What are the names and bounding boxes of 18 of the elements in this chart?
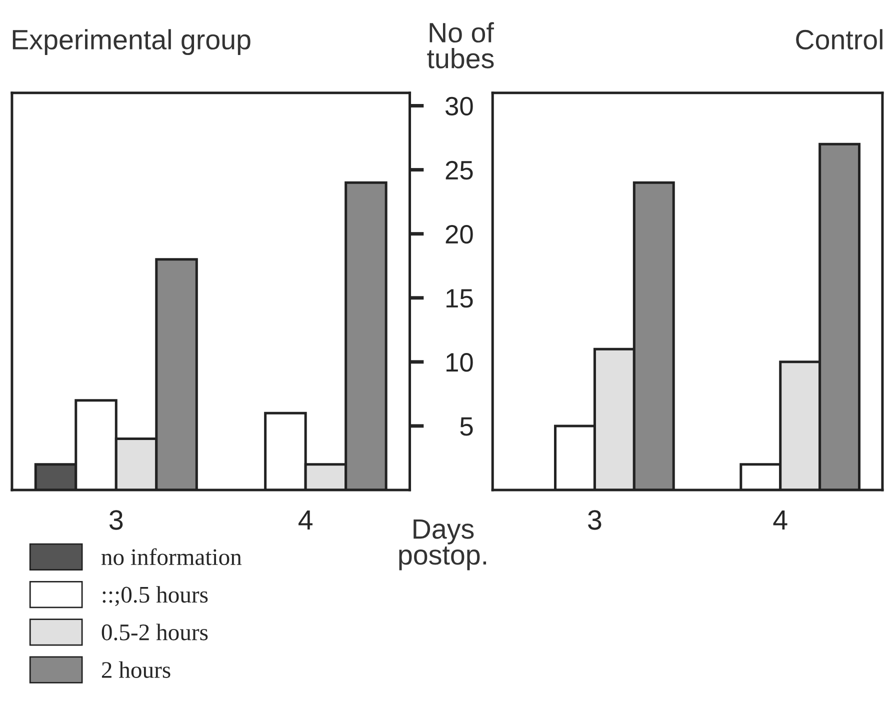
- y-tick-label: 15: [446, 289, 473, 308]
- legend-label: ::;0.5 hours: [102, 586, 208, 606]
- y-tick-label: 10: [446, 353, 473, 372]
- x-tick-label: 4: [298, 510, 312, 530]
- y-tick-label: 5: [460, 417, 473, 436]
- legend-label: 2 hours: [102, 661, 170, 678]
- x-tick-label: 4: [773, 510, 788, 530]
- chart-title: Experimental group: [12, 29, 250, 56]
- y-tick-label: 30: [446, 96, 473, 116]
- y-tick-label: 20: [446, 224, 473, 244]
- legend-label: 0.5-2 hours: [102, 624, 208, 640]
- legend-label: no information: [101, 548, 242, 566]
- y-tick-label: 25: [446, 160, 473, 180]
- chart-title: Control: [796, 29, 882, 50]
- x-tick-label: 3: [109, 510, 123, 530]
- x-tick-label: 3: [588, 510, 602, 530]
- x-axis-title: Days postop.: [399, 519, 486, 570]
- y-axis-title: No of tubes: [427, 22, 494, 68]
